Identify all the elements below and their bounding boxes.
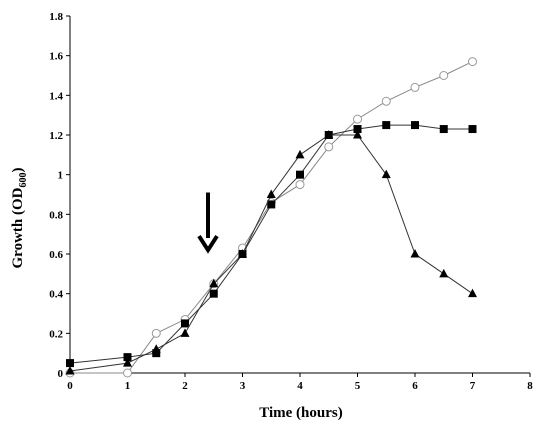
series-triangle-filled bbox=[65, 130, 477, 375]
data-point-square bbox=[296, 170, 304, 179]
data-point-square bbox=[66, 359, 74, 368]
data-point-square bbox=[209, 289, 218, 298]
data-point-triangle bbox=[151, 344, 161, 353]
data-point-triangle bbox=[353, 130, 362, 139]
x-tick-label: 6 bbox=[412, 380, 418, 392]
y-tick-label: 0.8 bbox=[49, 209, 63, 221]
data-point-circle bbox=[123, 368, 132, 378]
y-axis-title-main: Growth (OD bbox=[10, 187, 26, 268]
y-tick-label: 0 bbox=[58, 368, 64, 380]
x-tick-label: 8 bbox=[527, 380, 533, 392]
data-point-triangle bbox=[381, 169, 391, 179]
data-point-triangle bbox=[324, 130, 334, 139]
x-tick-label: 2 bbox=[182, 380, 188, 392]
data-point-square bbox=[152, 349, 161, 358]
data-point-triangle bbox=[209, 278, 219, 288]
y-axis-title-subscript: 600 bbox=[18, 173, 29, 188]
data-point-triangle bbox=[65, 366, 75, 375]
data-point-square bbox=[439, 125, 448, 134]
x-axis-title: Time (hours) bbox=[259, 405, 342, 421]
y-tick-label: 1 bbox=[58, 170, 64, 182]
data-point-circle bbox=[151, 328, 161, 338]
data-point-square bbox=[181, 319, 189, 328]
y-tick-label: 0.4 bbox=[49, 289, 63, 301]
data-point-circle bbox=[324, 142, 334, 152]
data-point-square bbox=[123, 353, 132, 362]
data-point-square bbox=[411, 121, 419, 130]
y-tick-label: 0.6 bbox=[49, 249, 63, 261]
x-tick-label: 5 bbox=[355, 380, 361, 392]
series-layer bbox=[65, 57, 477, 378]
y-tick-label: 1.8 bbox=[49, 11, 63, 23]
data-point-triangle bbox=[410, 249, 420, 258]
data-point-triangle bbox=[295, 149, 305, 159]
series-circle-open bbox=[65, 57, 477, 378]
y-axis-title-end: ) bbox=[10, 168, 26, 173]
data-point-circle bbox=[353, 114, 362, 124]
data-point-circle bbox=[468, 57, 477, 67]
data-point-square bbox=[382, 121, 391, 130]
data-point-triangle bbox=[180, 328, 190, 337]
x-tick-label: 3 bbox=[240, 380, 246, 392]
x-tick-label: 1 bbox=[125, 380, 131, 392]
series-line bbox=[69, 134, 473, 372]
y-tick-label: 1.6 bbox=[49, 51, 63, 63]
data-point-square bbox=[267, 200, 276, 209]
data-point-triangle bbox=[266, 189, 276, 198]
data-point-triangle bbox=[238, 249, 247, 258]
axes: 0 1 2 3 4 5 6 7 8 0 0.2 0.4 0.6 0.8 1 1.2 1.4 1.6 1.8 bbox=[49, 11, 533, 392]
data-point-circle bbox=[410, 82, 420, 92]
y-axis-title: Growth (OD600) bbox=[10, 168, 29, 269]
arrow-head bbox=[197, 234, 219, 254]
annotation-layer bbox=[197, 192, 219, 254]
series-line bbox=[69, 124, 473, 364]
y-tick-label: 1.4 bbox=[49, 90, 63, 102]
data-point-triangle bbox=[468, 288, 477, 298]
data-point-square bbox=[468, 125, 477, 134]
y-tick-label: 1.2 bbox=[49, 130, 63, 142]
x-tick-label: 7 bbox=[470, 380, 476, 392]
data-point-triangle bbox=[123, 358, 132, 367]
series-square-filled bbox=[66, 121, 477, 368]
series-line bbox=[70, 61, 473, 374]
down-arrow-icon bbox=[197, 192, 219, 254]
x-tick-label: 4 bbox=[297, 380, 303, 392]
y-tick-label: 0.2 bbox=[49, 328, 63, 340]
data-point-triangle bbox=[439, 268, 449, 278]
data-point-square bbox=[353, 125, 362, 134]
data-point-circle bbox=[381, 96, 391, 106]
x-tick-label: 0 bbox=[67, 380, 73, 392]
data-point-circle bbox=[295, 180, 305, 190]
data-point-circle bbox=[439, 71, 449, 80]
